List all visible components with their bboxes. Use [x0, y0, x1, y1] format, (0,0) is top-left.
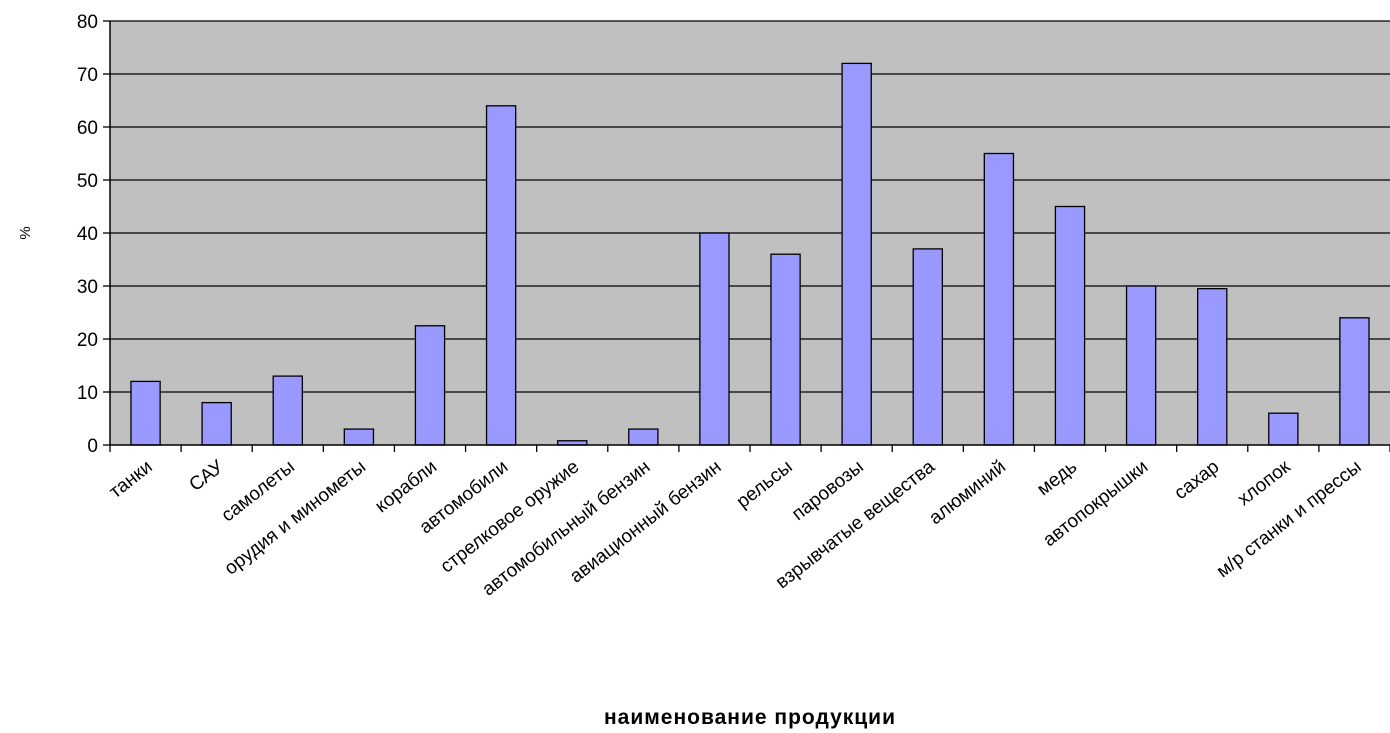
- bar: [272, 375, 304, 446]
- bar: [1268, 412, 1299, 446]
- x-tick-label: корабли: [371, 456, 441, 517]
- bar: [699, 232, 730, 446]
- y-axis-ticks: 0 10 20 30 40 50 60 70 80: [77, 12, 110, 457]
- bar: [343, 428, 375, 446]
- x-tick-label: медь: [1033, 456, 1081, 500]
- x-tick-label: хлопок: [1234, 456, 1295, 510]
- x-tick-label: САУ: [185, 456, 228, 496]
- bar: [770, 253, 801, 446]
- bar: [130, 380, 161, 446]
- bar: [912, 248, 944, 446]
- bar: [628, 428, 659, 446]
- x-tick-label: танки: [105, 456, 156, 502]
- x-axis-label: наименование продукции: [604, 706, 896, 729]
- y-tick-label: 40: [77, 224, 98, 245]
- y-tick-label: 50: [77, 171, 98, 192]
- y-tick-label: 0: [87, 436, 98, 457]
- bar: [485, 105, 517, 446]
- x-tick-label: алюминий: [925, 456, 1010, 529]
- bar: [1125, 285, 1157, 446]
- y-tick-label: 80: [77, 12, 98, 33]
- gridlines: [110, 20, 1390, 393]
- y-tick-label: 20: [77, 330, 98, 351]
- bar: [1054, 205, 1086, 446]
- bar: [1339, 317, 1370, 446]
- x-tick-label: рельсы: [733, 456, 797, 512]
- y-axis-label: %: [17, 226, 34, 239]
- bar: [1196, 287, 1228, 446]
- y-tick-label: 10: [77, 383, 98, 404]
- bar: [414, 325, 446, 446]
- y-tick-label: 60: [77, 118, 98, 139]
- bar: [201, 401, 232, 446]
- y-tick-label: 30: [77, 277, 98, 298]
- bars: [130, 62, 1370, 446]
- bar: [983, 152, 1015, 446]
- x-tick-label: сахар: [1171, 456, 1224, 504]
- bar: [841, 62, 872, 446]
- y-tick-label: 70: [77, 65, 98, 86]
